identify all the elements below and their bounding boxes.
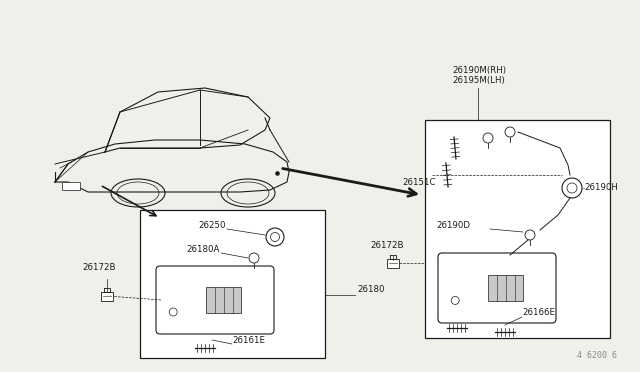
Bar xyxy=(206,288,241,312)
Text: 26172B: 26172B xyxy=(370,241,403,250)
Text: 26180: 26180 xyxy=(357,285,385,294)
Text: 26250: 26250 xyxy=(198,221,226,230)
Text: 26190M(RH): 26190M(RH) xyxy=(452,66,506,75)
FancyBboxPatch shape xyxy=(438,253,556,323)
Bar xyxy=(62,182,80,190)
Bar xyxy=(425,120,610,338)
Text: 26190D: 26190D xyxy=(436,221,470,230)
Text: 26180A: 26180A xyxy=(187,245,220,254)
Text: 26166E: 26166E xyxy=(522,308,555,317)
Text: 26172B: 26172B xyxy=(82,263,115,272)
Text: 26195M(LH): 26195M(LH) xyxy=(452,76,505,85)
Text: 26151C: 26151C xyxy=(402,178,435,187)
Text: 26161E: 26161E xyxy=(232,336,265,345)
Text: 26190H: 26190H xyxy=(584,183,618,192)
Bar xyxy=(140,210,325,358)
Text: 4 6200 6: 4 6200 6 xyxy=(577,351,617,360)
Bar xyxy=(488,275,524,301)
FancyBboxPatch shape xyxy=(156,266,274,334)
Bar xyxy=(101,292,113,301)
Bar xyxy=(387,259,399,267)
